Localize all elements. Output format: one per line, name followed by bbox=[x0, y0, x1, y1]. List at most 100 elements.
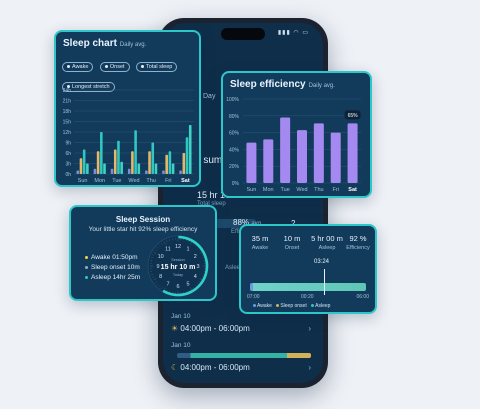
efficiency-bar bbox=[330, 132, 341, 183]
tab-day[interactable]: Day bbox=[203, 93, 216, 100]
legend-sleep-onset: Sleep onset 10m bbox=[85, 264, 140, 271]
list-item[interactable]: ☀ 04:00pm - 06:00pm › bbox=[171, 324, 311, 333]
bar-longest-stretch bbox=[86, 163, 89, 174]
bar-awake bbox=[162, 170, 165, 174]
highlight-badge bbox=[344, 110, 361, 120]
bar-total-sleep bbox=[117, 140, 120, 174]
x-tick-label: Sun bbox=[247, 187, 257, 193]
efficiency-bar bbox=[263, 139, 274, 183]
clock-tick bbox=[199, 251, 203, 254]
clock-tick bbox=[197, 283, 199, 285]
clock-tick bbox=[163, 287, 166, 291]
bar-awake bbox=[127, 168, 131, 174]
bar-onset bbox=[96, 151, 100, 174]
clock-tick bbox=[155, 249, 157, 251]
x-tick-label: Tue bbox=[281, 187, 290, 193]
bar-longest-stretch bbox=[137, 163, 141, 174]
chip-longest-stretch[interactable]: Longest stretch bbox=[62, 82, 115, 92]
clock-tick bbox=[163, 241, 166, 245]
clock-number: 6 bbox=[176, 284, 179, 290]
y-tick-label: 0h bbox=[65, 172, 71, 178]
sleep-efficiency-title: Sleep efficiency Daily avg. bbox=[230, 79, 335, 90]
clock-tick bbox=[153, 278, 157, 281]
stat-onset: 10 m Onset bbox=[283, 234, 301, 251]
stat-awake: 35 m Awake bbox=[251, 234, 269, 251]
y-tick-label: 60% bbox=[229, 131, 240, 137]
chip-onset[interactable]: Onset bbox=[99, 62, 130, 72]
bar-total-sleep bbox=[82, 149, 86, 174]
chip-awake[interactable]: Awake bbox=[62, 62, 94, 72]
clock-tick bbox=[155, 281, 157, 283]
bar-awake bbox=[110, 168, 114, 174]
clock-number: 4 bbox=[194, 274, 197, 280]
bar-onset bbox=[182, 153, 186, 174]
clock-tick bbox=[190, 287, 193, 291]
clock-number: 8 bbox=[159, 274, 162, 280]
summary-pill[interactable] bbox=[205, 219, 257, 228]
sleep-chart-filters: Awake Onset Total sleep Longest stretch bbox=[62, 55, 197, 95]
sleep-stats-card: 35 m Awake 10 m Onset 5 hr 00 m Asleep 92 %… bbox=[239, 224, 377, 314]
bar-longest-stretch bbox=[103, 163, 106, 174]
sleep-efficiency-plot: 0% 20% 40% 60% 80% 100% Sun Mon Tue Wed Thu Fri Sat 6… bbox=[226, 97, 361, 193]
clock-tick bbox=[195, 285, 197, 287]
clock-tick bbox=[161, 287, 163, 289]
moon-icon: ☾ bbox=[171, 363, 179, 372]
timeline-bar bbox=[250, 283, 366, 291]
status-icons: ▮▮▮ ◠ ▭ bbox=[277, 30, 309, 36]
x-tick-label: Sat bbox=[181, 178, 190, 184]
legend-asleep: Asleep 14hr 25m bbox=[85, 274, 140, 281]
clock-number: 5 bbox=[186, 281, 189, 287]
sleep-strip bbox=[177, 353, 311, 358]
efficiency-bar bbox=[246, 142, 257, 183]
efficiency-bar bbox=[347, 123, 358, 183]
clock-tick bbox=[202, 254, 204, 256]
y-tick-label: 9h bbox=[65, 141, 71, 147]
clock-number: 3 bbox=[196, 264, 199, 270]
x-tick-label: Thu bbox=[146, 178, 155, 184]
phone-notch bbox=[221, 28, 265, 40]
bar-total-sleep bbox=[100, 132, 103, 174]
y-tick-label: 6h bbox=[65, 151, 71, 157]
y-tick-label: 20% bbox=[229, 164, 240, 170]
chip-total-sleep[interactable]: Total sleep bbox=[136, 62, 178, 72]
clock-tick bbox=[193, 287, 195, 289]
total-sleep-label: Total sleep bbox=[197, 201, 226, 207]
clock-tick bbox=[157, 247, 159, 249]
bar-total-sleep bbox=[185, 137, 189, 174]
count-value: 2 bbox=[291, 219, 295, 228]
bar-onset bbox=[79, 158, 83, 174]
clock-number: 2 bbox=[194, 254, 197, 260]
summary-heading: p sum bbox=[195, 155, 223, 166]
clock-number: 7 bbox=[166, 281, 169, 287]
y-tick-label: 12h bbox=[63, 130, 72, 136]
clock-tick bbox=[159, 285, 161, 287]
list-item[interactable]: ☾ 04:00pm - 06:00pm › bbox=[171, 363, 311, 372]
list-date-1: Jan 10 bbox=[171, 313, 191, 320]
status-bar: ▮▮▮ ◠ ▭ bbox=[163, 29, 323, 41]
bar-longest-stretch bbox=[171, 163, 175, 174]
clock-number: 12 bbox=[175, 244, 181, 250]
y-tick-label: 15h bbox=[63, 120, 72, 126]
clock-number: 10 bbox=[158, 254, 164, 260]
bar-longest-stretch bbox=[188, 125, 192, 174]
efficiency-label: Effic bbox=[231, 229, 243, 235]
y-tick-label: 18h bbox=[63, 109, 72, 115]
clock-number: 1 bbox=[186, 247, 189, 253]
clock-tick bbox=[195, 245, 197, 247]
asleep-arc bbox=[162, 235, 209, 297]
clock-tick bbox=[190, 241, 193, 245]
clock-tick bbox=[188, 240, 190, 242]
x-tick-label: Sun bbox=[78, 178, 88, 184]
clock-tick bbox=[199, 278, 203, 281]
timeline-marker[interactable] bbox=[324, 269, 325, 295]
x-tick-label: Wed bbox=[296, 187, 307, 193]
sleep-session-card: Sleep Session Your little star hit 92% s… bbox=[69, 205, 217, 301]
bar-awake bbox=[76, 170, 80, 174]
clock-bottom-label: Today bbox=[173, 273, 183, 277]
y-tick-label: 40% bbox=[229, 147, 240, 153]
clock-number: 11 bbox=[165, 247, 171, 253]
clock-tick bbox=[161, 243, 163, 245]
clock-tick bbox=[152, 254, 154, 256]
bar-longest-stretch bbox=[120, 161, 123, 174]
